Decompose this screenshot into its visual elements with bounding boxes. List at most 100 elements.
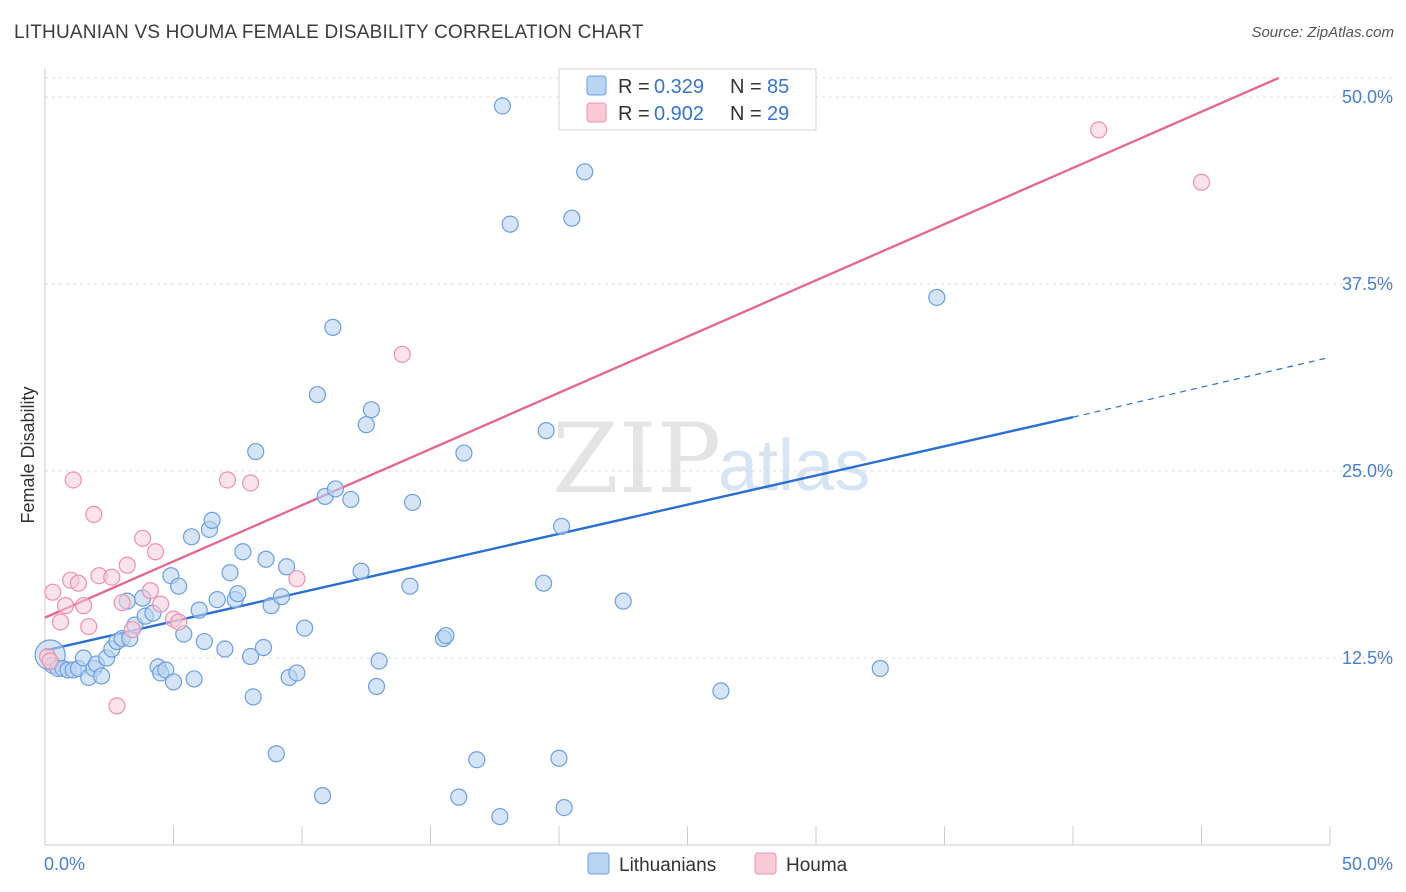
grid-lines	[45, 77, 1394, 659]
lithuanians-point	[170, 577, 188, 595]
watermark: ZIP atlas	[552, 403, 870, 515]
lithuanians-point	[242, 647, 260, 666]
lithuanians-point	[216, 640, 234, 658]
lithuanians-point	[257, 550, 275, 568]
lithuanians-point	[468, 751, 486, 769]
lithuanians-point	[501, 215, 519, 233]
houma-point	[51, 613, 70, 631]
trend-line-lithuanians-extension	[1072, 356, 1331, 418]
houma-point	[41, 652, 59, 670]
houma-point	[44, 583, 62, 601]
lithuanians-point	[326, 480, 345, 498]
lithuanians-point	[552, 517, 571, 535]
legend-n-value-2: 29	[767, 103, 789, 125]
lithuanians-point	[288, 664, 306, 682]
houma-point	[146, 543, 165, 561]
houma-point	[170, 613, 188, 631]
houma-point	[108, 697, 126, 715]
legend-n-label-2: N =	[730, 103, 762, 125]
lithuanians-point	[491, 807, 509, 826]
lithuanians-point	[928, 288, 946, 307]
lithuanians-point	[208, 591, 226, 609]
lithuanians-point	[534, 574, 553, 592]
lithuanians-point	[182, 528, 201, 546]
houma-point	[80, 617, 98, 636]
legend-swatch-houma	[586, 102, 607, 123]
lithuanians-point	[254, 638, 273, 657]
houma-point	[1090, 121, 1108, 139]
lithuanians-point	[313, 787, 332, 805]
watermark-atlas: atlas	[718, 426, 870, 506]
lithuanians-point	[370, 652, 388, 670]
lithuanians-point	[295, 619, 314, 637]
lithuanians-point	[555, 798, 573, 817]
lithuanians-point	[403, 493, 422, 512]
houma-point	[56, 597, 75, 615]
series-legend: Lithuanians Houma	[587, 852, 848, 876]
y-tick-label-0: 12.5%	[1342, 648, 1393, 668]
lithuanians-point	[247, 442, 265, 461]
houma-point	[218, 471, 237, 489]
lithuanians-point	[455, 444, 473, 462]
bottom-legend-swatch-lithuanians	[587, 852, 610, 875]
lithuanians-point	[342, 490, 360, 509]
legend-r-value-1: 0.329	[654, 76, 704, 98]
houma-point	[152, 595, 170, 613]
y-tick-label-2: 37.5%	[1342, 274, 1393, 294]
lithuanians-point	[563, 209, 581, 227]
houma-point	[288, 570, 306, 588]
lithuanians-point	[164, 673, 183, 691]
lithuanians-point	[324, 318, 342, 336]
lithuanians-point	[367, 677, 386, 696]
lithuanians-point	[203, 511, 221, 529]
trend-lines	[44, 76, 1331, 652]
lithuanians-point	[352, 562, 370, 580]
lithuanians-point	[614, 592, 632, 610]
houma-point	[64, 471, 82, 489]
lithuanians-point	[357, 416, 375, 434]
watermark-zip: ZIP	[552, 403, 721, 515]
legend-r-label-2: R =	[618, 103, 650, 125]
legend-r-value-2: 0.902	[654, 103, 704, 125]
lithuanians-point	[437, 626, 455, 645]
houma-point	[69, 574, 88, 592]
lithuanians-point	[493, 97, 512, 115]
lithuanians-point	[92, 667, 111, 685]
tick-labels: 12.5% 25.0% 37.5% 50.0% 0.0% 50.0%	[44, 87, 1393, 874]
houma-point	[141, 582, 159, 600]
bottom-legend-label-lithuanians: Lithuanians	[619, 855, 716, 876]
houma-point	[113, 594, 131, 612]
houma-point	[393, 345, 411, 363]
lithuanians-point	[221, 564, 239, 582]
lithuanians-point	[401, 577, 419, 595]
lithuanians-point	[308, 386, 327, 404]
x-tick-label-right: 50.0%	[1342, 854, 1393, 874]
houma-point	[74, 597, 93, 615]
data-points	[34, 97, 1211, 826]
axes	[44, 68, 1331, 846]
legend-n-value-1: 85	[767, 76, 789, 98]
lithuanians-point	[244, 688, 262, 706]
x-tick-label-left: 0.0%	[44, 854, 85, 874]
y-tick-label-3: 50.0%	[1342, 87, 1393, 107]
series-houma	[38, 121, 1211, 715]
lithuanians-point	[576, 163, 594, 181]
trend-line-houma	[44, 76, 1280, 619]
lithuanians-point	[185, 670, 203, 688]
lithuanians-point	[712, 682, 730, 700]
bottom-legend-swatch-houma	[754, 852, 777, 875]
lithuanians-point	[190, 601, 208, 619]
houma-point	[123, 620, 141, 639]
lithuanians-point	[234, 543, 252, 561]
lithuanians-point	[277, 558, 296, 576]
houma-point	[1192, 173, 1211, 191]
legend-n-label-1: N =	[730, 76, 762, 98]
legend-r-label-1: R =	[618, 76, 650, 98]
legend-swatch-lithuanians	[586, 75, 607, 96]
lithuanians-point	[229, 585, 247, 603]
lithuanians-point	[871, 659, 889, 678]
lithuanians-point	[272, 588, 291, 606]
lithuanians-point	[195, 632, 213, 651]
correlation-legend: R = 0.329 N = 85 R = 0.902 N = 29	[558, 68, 817, 131]
